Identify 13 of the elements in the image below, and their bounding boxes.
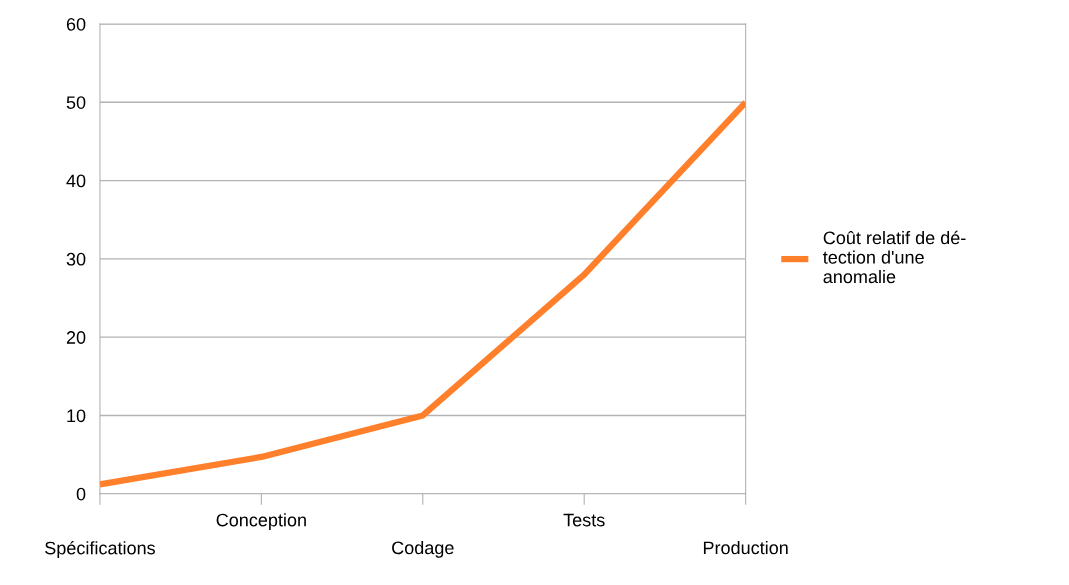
- x-tick-label: Tests: [563, 513, 605, 527]
- y-tick-label: 40: [66, 174, 86, 188]
- legend-label: Coût relatif de dé- tection d'une anomalie: [823, 230, 966, 284]
- x-tick-label: Codage: [392, 540, 454, 558]
- x-tick-label: Conception: [216, 513, 306, 531]
- y-tick-label: 10: [67, 409, 86, 423]
- y-tick-label: 0: [76, 487, 86, 501]
- y-tick-label: 20: [66, 331, 86, 344]
- y-tick-label: 60: [66, 17, 86, 31]
- x-tick-label: Production: [703, 540, 788, 555]
- x-tick-label: Spécifications: [45, 540, 155, 558]
- y-tick-label: 50: [66, 96, 86, 109]
- y-tick-label: 30: [66, 252, 86, 266]
